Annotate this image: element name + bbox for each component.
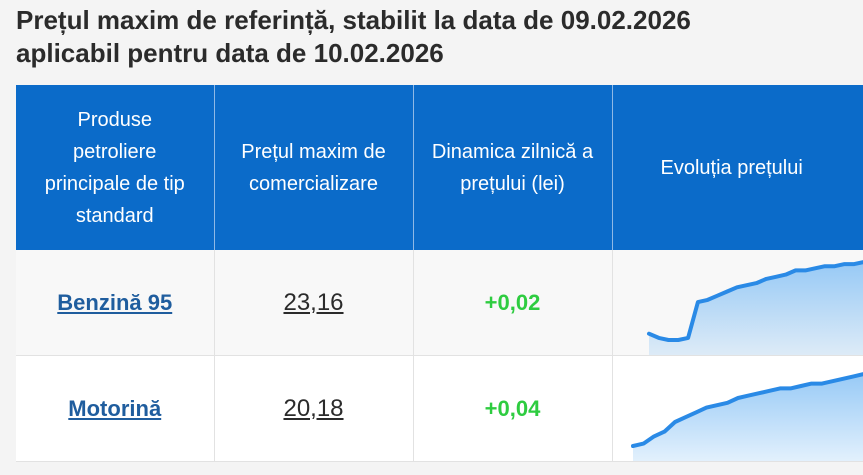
change-cell: +0,04 [413, 355, 613, 462]
page-title: Prețul maxim de referință, stabilit la d… [16, 4, 856, 70]
product-cell: Motorină [16, 355, 215, 462]
sparkline-line [646, 260, 863, 342]
price-value[interactable]: 23,16 [283, 288, 344, 316]
sparkline-cell [612, 250, 863, 356]
table-row: Motorină 20,18 +0,04 [16, 355, 863, 462]
price-sparkline-benzina-95 [646, 260, 863, 355]
product-link-benzina-95[interactable]: Benzină 95 [57, 289, 173, 315]
product-link-motorina[interactable]: Motorină [68, 395, 162, 421]
header-price-trend: Evoluția prețului [612, 85, 863, 250]
price-cell: 23,16 [214, 250, 414, 356]
fuel-price-table: Produse petroliere principale de tip sta… [16, 85, 863, 462]
header-products: Produse petroliere principale de tip sta… [16, 85, 215, 250]
table-header-row: Produse petroliere principale de tip sta… [16, 85, 863, 250]
page-title-line-2: aplicabil pentru data de 10.02.2026 [16, 38, 444, 68]
sparkline-area [632, 374, 863, 461]
change-cell: +0,02 [413, 250, 613, 356]
price-value[interactable]: 20,18 [283, 394, 344, 422]
sparkline-cell [612, 355, 863, 462]
sparkline-line [630, 372, 863, 448]
daily-change-value: +0,02 [484, 289, 541, 315]
price-cell: 20,18 [214, 355, 414, 462]
header-daily-change: Dinamica zilnică a prețului (lei) [413, 85, 613, 250]
table-row: Benzină 95 23,16 +0,02 [16, 250, 863, 356]
sparkline-area [648, 262, 863, 355]
price-sparkline-motorina [630, 372, 863, 461]
page-title-line-1: Prețul maxim de referință, stabilit la d… [16, 5, 691, 35]
daily-change-value: +0,04 [484, 395, 541, 421]
header-max-price: Prețul maxim de comercializare [214, 85, 414, 250]
product-cell: Benzină 95 [16, 250, 215, 356]
